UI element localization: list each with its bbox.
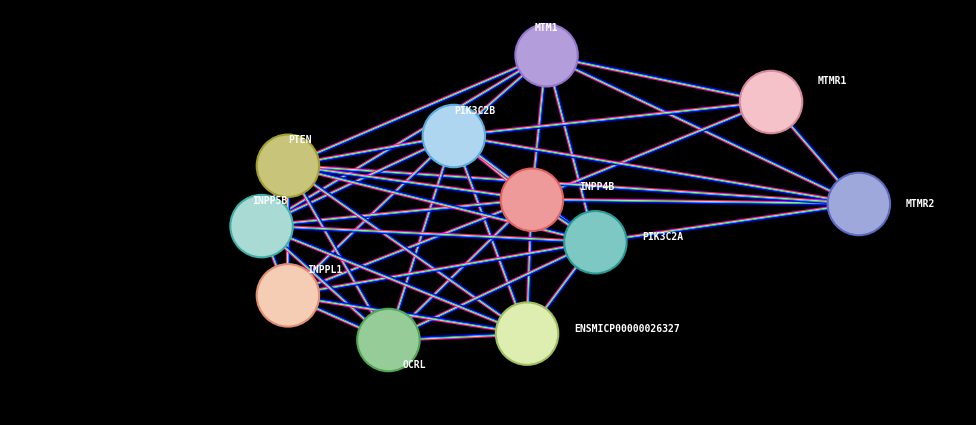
Text: MTMR1: MTMR1 (818, 76, 847, 86)
Text: MTMR2: MTMR2 (906, 199, 935, 209)
Ellipse shape (828, 173, 890, 235)
Text: PTEN: PTEN (288, 135, 311, 145)
Ellipse shape (423, 105, 485, 167)
Text: PIK3C2A: PIK3C2A (642, 232, 683, 242)
Text: MTM1: MTM1 (535, 23, 558, 33)
Ellipse shape (564, 211, 627, 273)
Text: OCRL: OCRL (403, 360, 427, 371)
Ellipse shape (501, 169, 563, 231)
Text: PIK3C2B: PIK3C2B (454, 105, 495, 116)
Ellipse shape (357, 309, 420, 371)
Ellipse shape (230, 195, 293, 257)
Ellipse shape (257, 264, 319, 326)
Ellipse shape (740, 71, 802, 133)
Text: INPPL1: INPPL1 (307, 265, 343, 275)
Ellipse shape (496, 303, 558, 365)
Text: INPP5B: INPP5B (252, 196, 287, 206)
Text: ENSMICP00000026327: ENSMICP00000026327 (574, 323, 679, 334)
Ellipse shape (515, 24, 578, 86)
Text: INPP4B: INPP4B (579, 182, 614, 192)
Ellipse shape (257, 135, 319, 197)
